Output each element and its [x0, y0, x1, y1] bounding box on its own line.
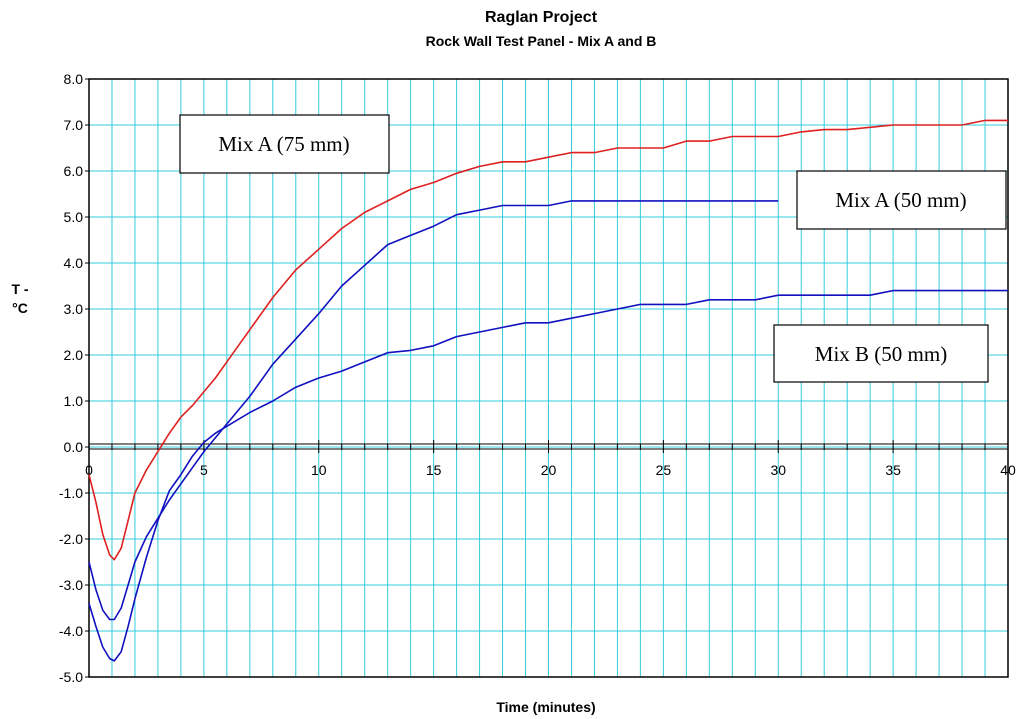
plot-area-border: [88, 78, 1009, 678]
y-tick-label: 5.0: [64, 209, 84, 225]
series-lines: [88, 119, 1008, 662]
y-tick-label: 8.0: [64, 71, 84, 87]
x-tick-label: 10: [311, 462, 327, 478]
y-tick-label: 4.0: [64, 255, 84, 271]
y-tick-label: -1.0: [59, 485, 83, 501]
y-tick-label: -2.0: [59, 531, 83, 547]
series-line-2: [88, 200, 779, 621]
annotation-label: Mix A (50 mm): [835, 188, 966, 212]
chart-subtitle: Rock Wall Test Panel - Mix A and B: [426, 33, 657, 49]
annotation-box: [796, 170, 1007, 230]
annotation-mix-a-50: Mix A (50 mm): [796, 170, 1007, 230]
series-line-1: [88, 119, 1008, 561]
y-axis-ticks: 8.0 7.0 6.0 5.0 4.0 3.0 2.0 1.0 0.0 -1.0 -2.0 -3.0 -…: [59, 71, 89, 685]
x-axis-ticks: 0 5 10 15 20 25 30 35 40: [85, 440, 1016, 478]
annotation-label: Mix A (75 mm): [218, 132, 349, 156]
y-tick-label: -4.0: [59, 623, 83, 639]
x-tick-label: 0: [85, 462, 93, 478]
x-tick-label: 35: [885, 462, 901, 478]
x-tick-label: 40: [1000, 462, 1016, 478]
y-tick-label: 0.0: [64, 439, 84, 455]
x-tick-label: 30: [770, 462, 786, 478]
x-tick-label: 5: [200, 462, 208, 478]
annotation-label: Mix B (50 mm): [815, 342, 947, 366]
grid: [89, 79, 1008, 677]
x-axis-title: Time (minutes): [496, 699, 595, 715]
annotation-mix-b-50: Mix B (50 mm): [773, 324, 989, 383]
y-tick-label: 2.0: [64, 347, 84, 363]
y-tick-label: 7.0: [64, 117, 84, 133]
series-line-3: [88, 289, 1008, 662]
annotation-box: [773, 324, 989, 383]
y-axis-title-line-2: °C: [12, 300, 28, 316]
annotation-mix-a-75: Mix A (75 mm): [179, 114, 390, 174]
x-tick-label: 15: [426, 462, 442, 478]
y-tick-label: 1.0: [64, 393, 84, 409]
y-tick-label: 3.0: [64, 301, 84, 317]
x-tick-label: 25: [656, 462, 672, 478]
chart-title: Raglan Project: [485, 9, 598, 26]
y-tick-label: -5.0: [59, 669, 83, 685]
y-tick-label: 6.0: [64, 163, 84, 179]
y-tick-label: -3.0: [59, 577, 83, 593]
y-axis-title-line-1: T -: [11, 281, 28, 297]
annotation-box: [179, 114, 390, 174]
x-tick-label: 20: [541, 462, 557, 478]
